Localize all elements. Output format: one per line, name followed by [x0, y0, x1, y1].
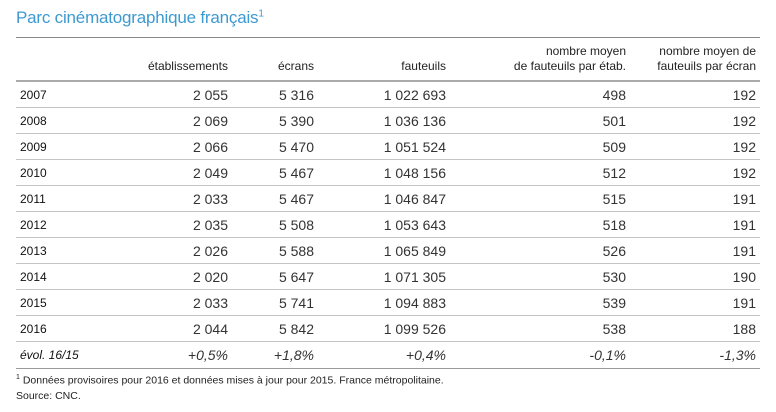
row-label: 2016 [16, 315, 114, 342]
table-cell: +0,4% [318, 341, 450, 369]
title-text: Parc cinématographique français [16, 8, 259, 27]
row-label: 2015 [16, 289, 114, 316]
column-header: nombre moyen de fauteuils par écran [630, 37, 760, 82]
footnote: 1 Données provisoires pour 2016 et donné… [16, 374, 444, 387]
table-cell: 5 741 [232, 289, 318, 316]
evolution-row: évol. 16/15 +0,5% +1,8% +0,4% -0,1% -1,3% [16, 341, 760, 369]
row-label: 2008 [16, 107, 114, 134]
table-cell: 1 071 305 [318, 263, 450, 290]
table-cell: 5 390 [232, 107, 318, 134]
table-row: 2014 2 020 5 647 1 071 305 530 190 [16, 263, 760, 290]
header-line: nombre moyen de [659, 44, 756, 58]
table-cell: 501 [450, 107, 630, 134]
row-label: 2012 [16, 211, 114, 238]
table-cell: 1 051 524 [318, 133, 450, 160]
row-label: 2011 [16, 185, 114, 212]
table-cell: 192 [630, 133, 760, 160]
table-cell: 1 036 136 [318, 107, 450, 134]
table-cell: -0,1% [450, 341, 630, 369]
table-cell: 5 842 [232, 315, 318, 342]
table-cell: 538 [450, 315, 630, 342]
page-title: Parc cinématographique français1 [16, 8, 264, 28]
footnote-marker: 1 [258, 8, 264, 20]
column-header: fauteuils [318, 37, 450, 82]
table-cell: 518 [450, 211, 630, 238]
table-cell: 1 046 847 [318, 185, 450, 212]
table-cell: 2 044 [114, 315, 232, 342]
row-label: 2007 [16, 81, 114, 108]
table-cell: 2 020 [114, 263, 232, 290]
table-cell: 2 033 [114, 289, 232, 316]
table-cell: -1,3% [630, 341, 760, 369]
footnote-marker: 1 [16, 374, 20, 381]
table-cell: 5 588 [232, 237, 318, 264]
table-cell: 191 [630, 237, 760, 264]
row-label: 2009 [16, 133, 114, 160]
header-line: fauteuils par écran [657, 59, 756, 73]
table-cell: 2 026 [114, 237, 232, 264]
table-row: 2011 2 033 5 467 1 046 847 515 191 [16, 185, 760, 212]
table-cell: 530 [450, 263, 630, 290]
table-cell: 1 099 526 [318, 315, 450, 342]
table-cell: 5 470 [232, 133, 318, 160]
column-header: écrans [232, 37, 318, 82]
table-cell: 191 [630, 211, 760, 238]
table-cell: 2 049 [114, 159, 232, 186]
source-note: Source: CNC. [16, 390, 81, 402]
footnote-text: Données provisoires pour 2016 et données… [22, 374, 444, 387]
table-cell: 2 066 [114, 133, 232, 160]
table-cell: 192 [630, 107, 760, 134]
table-cell: 188 [630, 315, 760, 342]
table-row: 2013 2 026 5 588 1 065 849 526 191 [16, 237, 760, 264]
table-row: 2008 2 069 5 390 1 036 136 501 192 [16, 107, 760, 134]
table-cell: 192 [630, 159, 760, 186]
table-cell: 191 [630, 289, 760, 316]
table-cell: 1 048 156 [318, 159, 450, 186]
table-cell: 2 033 [114, 185, 232, 212]
table-cell: 192 [630, 81, 760, 108]
table-cell: 1 065 849 [318, 237, 450, 264]
row-label: évol. 16/15 [16, 341, 114, 369]
table-row: 2009 2 066 5 470 1 051 524 509 192 [16, 133, 760, 160]
table-row: 2015 2 033 5 741 1 094 883 539 191 [16, 289, 760, 316]
header-line: nombre moyen [545, 44, 626, 58]
cinema-stats-table: établissements écrans fauteuils nombre moye… [16, 37, 760, 369]
table-row: 2007 2 055 5 316 1 022 693 498 192 [16, 81, 760, 108]
table-cell: 5 647 [232, 263, 318, 290]
column-header [16, 37, 114, 82]
row-label: 2014 [16, 263, 114, 290]
table-row: 2016 2 044 5 842 1 099 526 538 188 [16, 315, 760, 342]
table-cell: 2 055 [114, 81, 232, 108]
table-cell: 2 035 [114, 211, 232, 238]
header-row: établissements écrans fauteuils nombre moye… [16, 37, 760, 82]
table-cell: 526 [450, 237, 630, 264]
header-line: de fauteuils par étab. [513, 59, 626, 73]
row-label: 2013 [16, 237, 114, 264]
row-label: 2010 [16, 159, 114, 186]
table-row: 2010 2 049 5 467 1 048 156 512 192 [16, 159, 760, 186]
table-row: 2012 2 035 5 508 1 053 643 518 191 [16, 211, 760, 238]
table-cell: +0,5% [114, 341, 232, 369]
table-cell: 5 508 [232, 211, 318, 238]
table-cell: 498 [450, 81, 630, 108]
table-cell: 512 [450, 159, 630, 186]
table-cell: 1 094 883 [318, 289, 450, 316]
column-header: établissements [114, 37, 232, 82]
table-cell: 539 [450, 289, 630, 316]
table-cell: 1 022 693 [318, 81, 450, 108]
table-cell: 190 [630, 263, 760, 290]
table-cell: 2 069 [114, 107, 232, 134]
table-cell: 1 053 643 [318, 211, 450, 238]
table-cell: +1,8% [232, 341, 318, 369]
column-header: nombre moyen de fauteuils par étab. [450, 37, 630, 82]
table-cell: 5 316 [232, 81, 318, 108]
table-cell: 509 [450, 133, 630, 160]
table-cell: 5 467 [232, 159, 318, 186]
table-cell: 515 [450, 185, 630, 212]
table-cell: 5 467 [232, 185, 318, 212]
table-cell: 191 [630, 185, 760, 212]
